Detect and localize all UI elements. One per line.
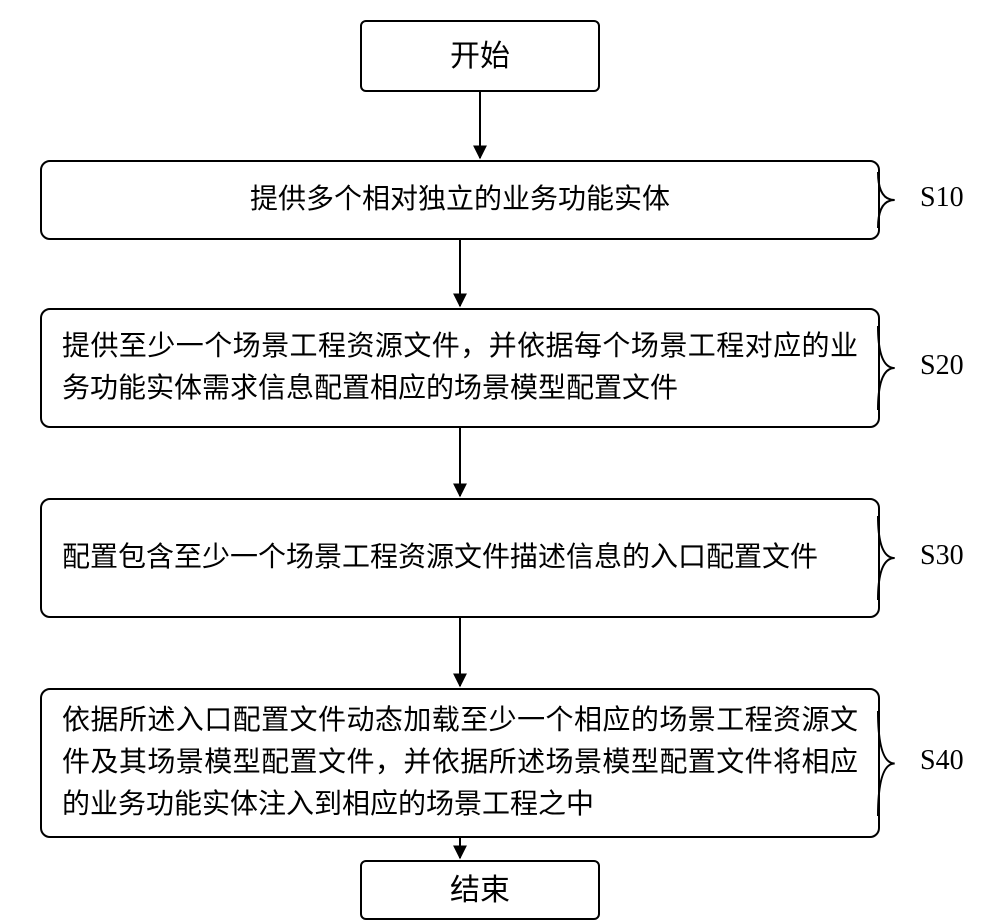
label-s30: S30 — [920, 540, 964, 572]
node-s20-text: 提供至少一个场景工程资源文件，并依据每个场景工程对应的业务功能实体需求信息配置相… — [62, 326, 858, 410]
node-s30: 配置包含至少一个场景工程资源文件描述信息的入口配置文件 — [40, 498, 880, 618]
node-start-text: 开始 — [450, 34, 510, 79]
node-start: 开始 — [360, 20, 600, 92]
node-end: 结束 — [360, 860, 600, 920]
node-s40-text: 依据所述入口配置文件动态加载至少一个相应的场景工程资源文件及其场景模型配置文件，… — [62, 700, 858, 826]
node-s30-text: 配置包含至少一个场景工程资源文件描述信息的入口配置文件 — [62, 537, 858, 579]
flowchart-canvas: 开始提供多个相对独立的业务功能实体 S10 提供至少一个场景工程资源文件，并依据每个… — [0, 0, 1000, 924]
node-s10-text: 提供多个相对独立的业务功能实体 — [62, 179, 858, 221]
node-s10: 提供多个相对独立的业务功能实体 — [40, 160, 880, 240]
label-s40: S40 — [920, 745, 964, 777]
brace-s10 — [876, 172, 910, 228]
node-end-text: 结束 — [450, 868, 510, 913]
brace-s30 — [876, 516, 910, 600]
brace-s20 — [876, 326, 910, 410]
brace-s40 — [876, 711, 910, 816]
label-s10: S10 — [920, 182, 964, 214]
label-s20: S20 — [920, 350, 964, 382]
node-s20: 提供至少一个场景工程资源文件，并依据每个场景工程对应的业务功能实体需求信息配置相… — [40, 308, 880, 428]
node-s40: 依据所述入口配置文件动态加载至少一个相应的场景工程资源文件及其场景模型配置文件，… — [40, 688, 880, 838]
